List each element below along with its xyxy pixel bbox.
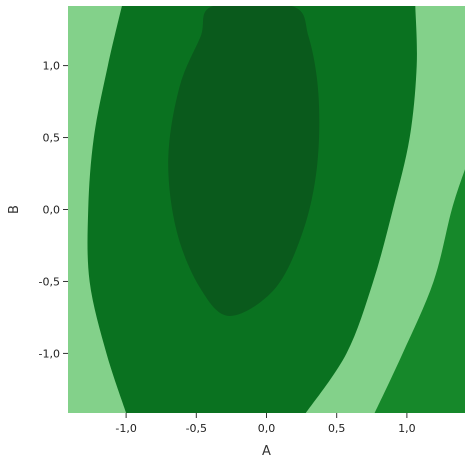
x-tick-label: 0,5 bbox=[328, 422, 346, 435]
x-axis-ticks: -1,0 -0,5 0,0 0,5 1,0 bbox=[115, 413, 416, 435]
contour-region-4 bbox=[168, 6, 320, 316]
contour-region-2 bbox=[374, 169, 465, 413]
y-tick-label: -0,5 bbox=[39, 275, 60, 288]
y-axis-title: B bbox=[7, 205, 22, 214]
y-tick-label: -1,0 bbox=[39, 347, 60, 360]
x-tick-label: -0,5 bbox=[186, 422, 207, 435]
y-tick-label: 0,5 bbox=[43, 132, 61, 145]
y-tick-label: 1,0 bbox=[43, 60, 61, 73]
x-tick-label: 0,0 bbox=[258, 422, 276, 435]
x-tick-label: 1,0 bbox=[398, 422, 416, 435]
x-axis-title: A bbox=[262, 444, 271, 459]
y-axis-ticks: -1,0 -0,5 0,0 0,5 1,0 bbox=[39, 60, 68, 360]
y-tick-label: 0,0 bbox=[43, 204, 61, 217]
contour-regions bbox=[87, 6, 465, 413]
x-tick-label: -1,0 bbox=[115, 422, 136, 435]
